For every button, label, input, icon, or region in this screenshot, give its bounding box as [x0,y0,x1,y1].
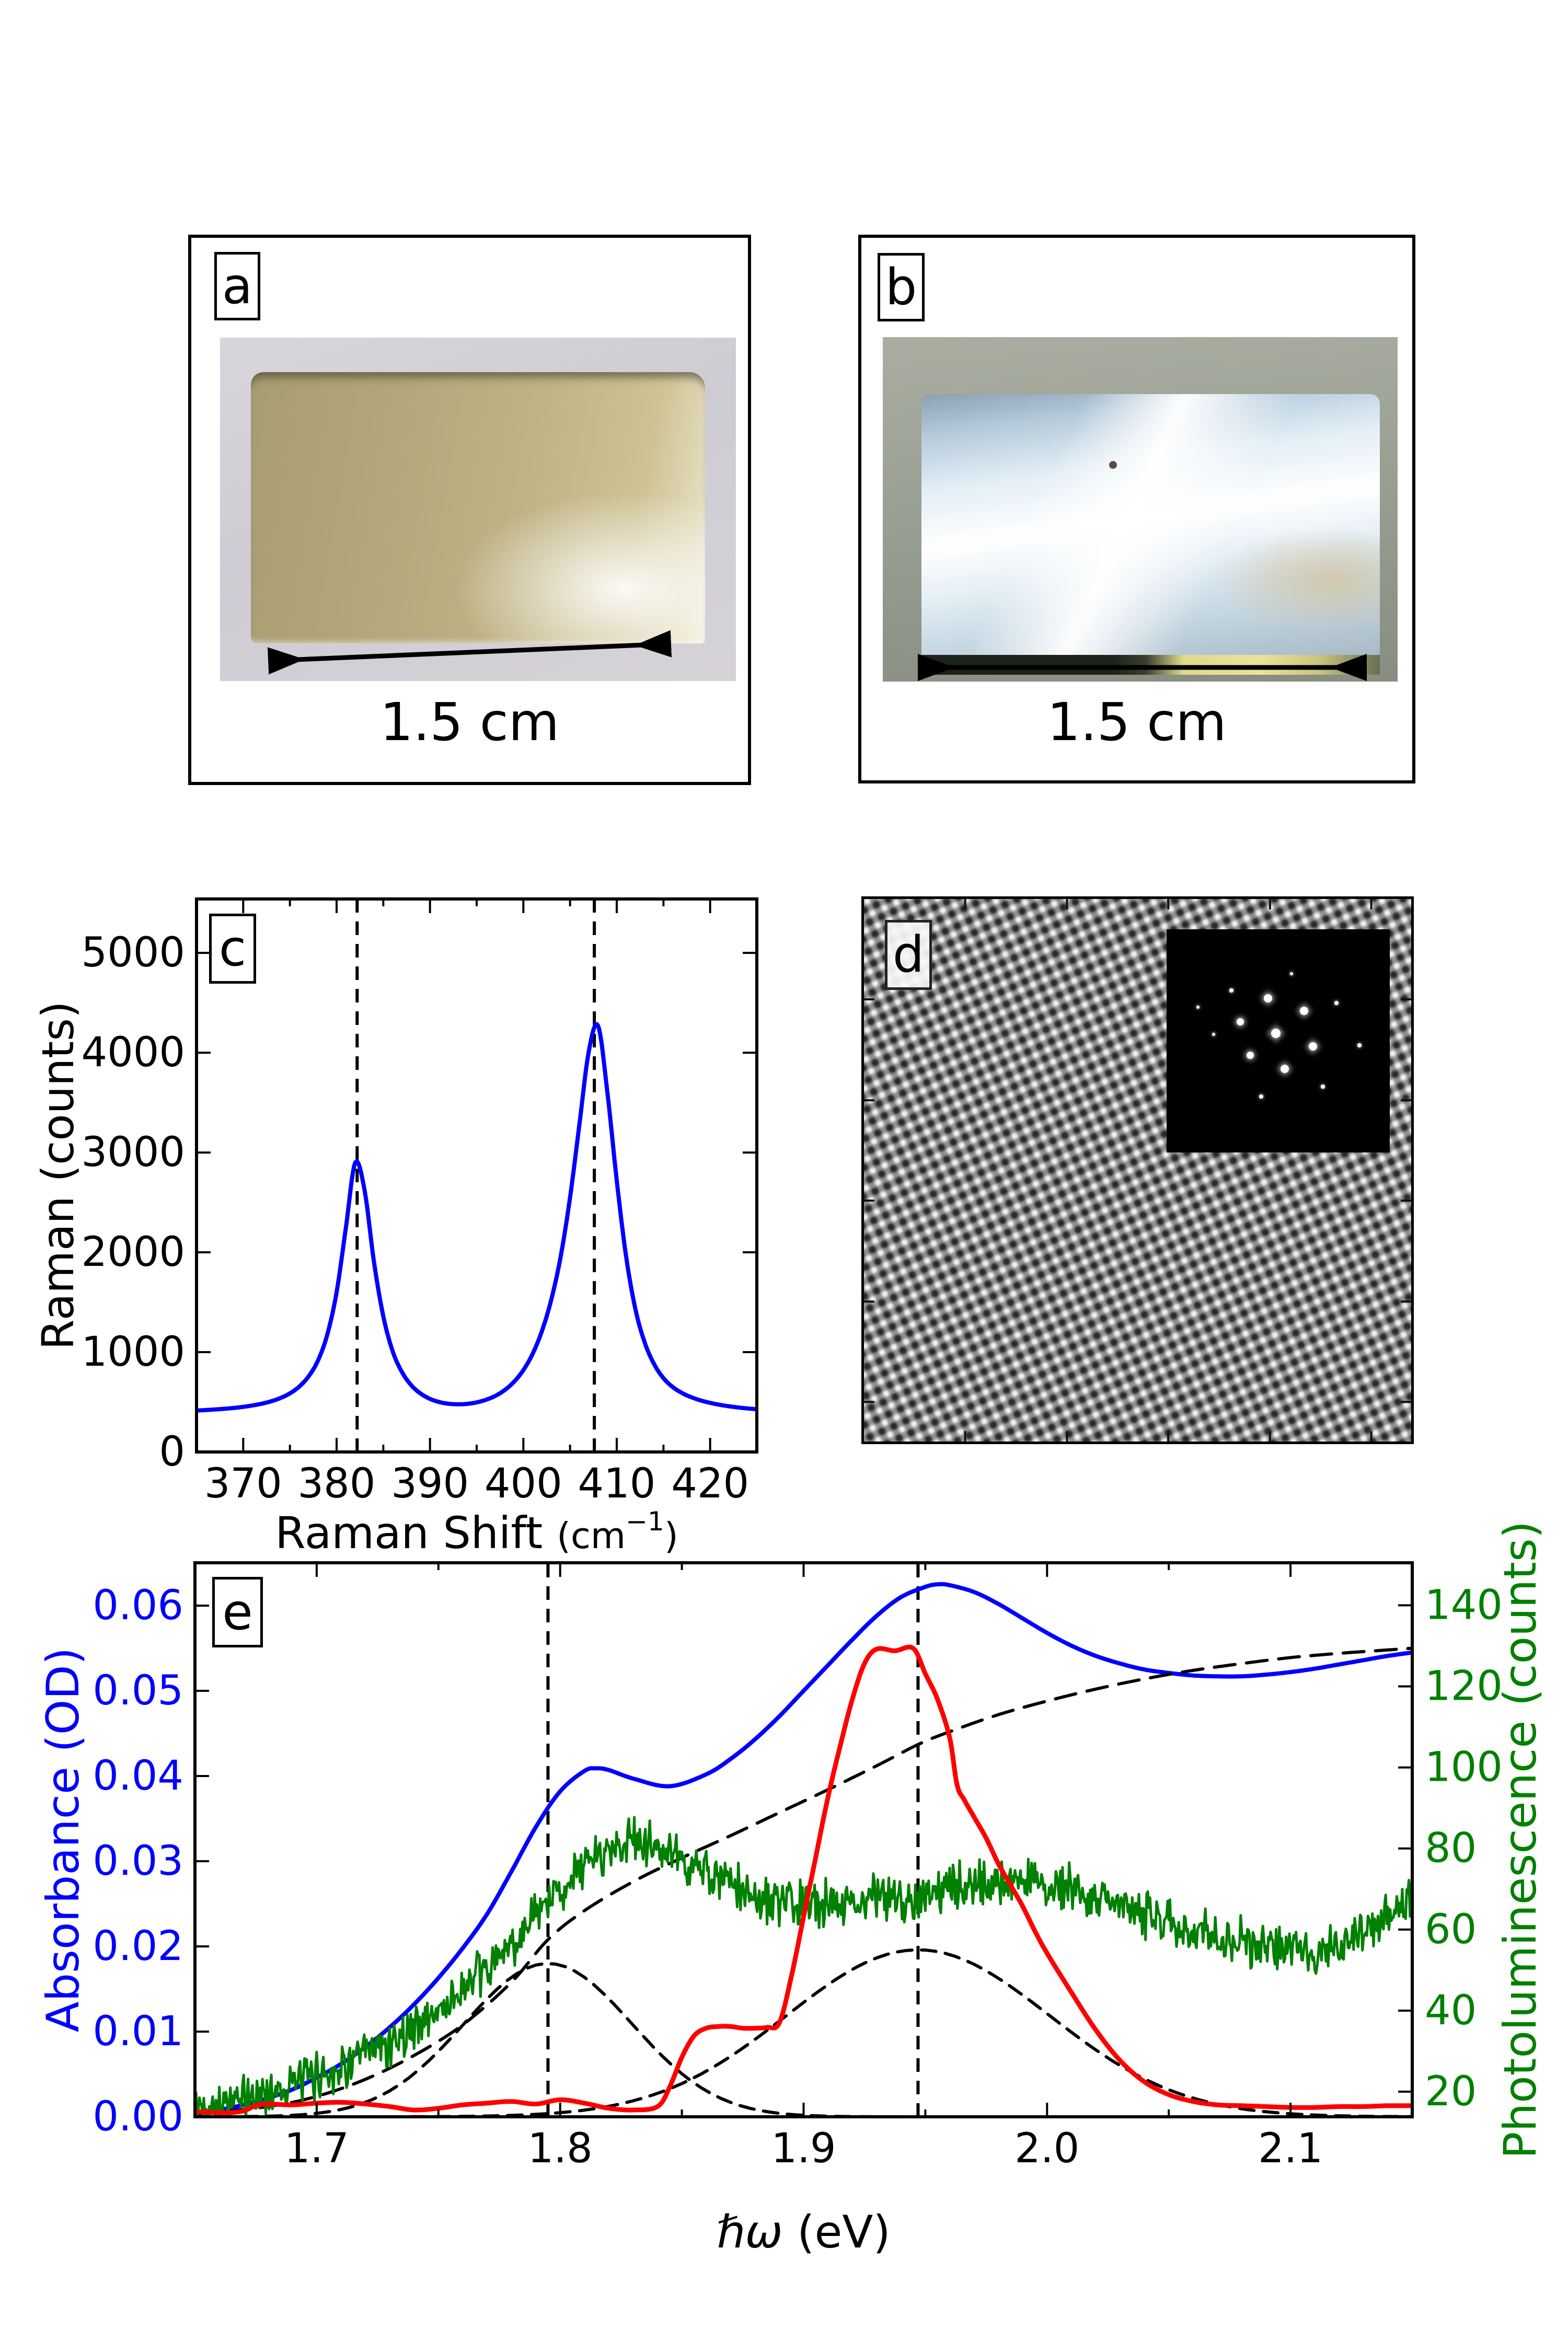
y-tick-label-left: 0.03 [93,1838,183,1885]
absorbance-curve [195,1582,1412,2117]
dust-speck [1109,461,1117,469]
panel-d: d [861,896,1414,1444]
panel-e-label-box: e [212,1577,263,1647]
fft-diffraction-spot [1264,994,1273,1003]
red_spectrum-curve [195,1644,1412,2115]
fft-diffraction-spot [1236,1018,1244,1026]
raman-chart: 370 380 390 400 410 420 0 1000 2000 3000 4000 5000 R… [32,897,758,1559]
scale-bar-text-b: 1.5 cm [1047,691,1227,753]
fft-diffraction-spot [1271,1028,1281,1038]
fft-diffraction-spot [1229,988,1233,993]
x-tick-label: 1.7 [284,2125,349,2172]
y-tick-label-left: 5000 [81,929,185,976]
y-tick-label-left: 0 [159,1428,185,1475]
panel-d-label-box: d [885,920,932,990]
x-tick-label: 400 [485,1460,562,1507]
x-tick-label: 420 [671,1460,749,1507]
y-axis-label: Raman (counts) [32,1001,84,1350]
x-tick-label: 410 [578,1460,656,1507]
optical-axes-frame [193,1561,1414,2118]
fft-diffraction-spot [1299,1006,1308,1015]
photoluminescence-curve [195,1816,1412,2117]
y-tick-label-left: 4000 [81,1029,185,1076]
y-tick-label-right: 100 [1425,1744,1503,1791]
y-tick-label-left: 0.05 [93,1667,183,1714]
fft-diffraction-spot [1357,1043,1362,1048]
y-tick-label-right: 120 [1425,1663,1503,1710]
x-axis-label-part: (eV) [783,2206,891,2258]
y-tick-label-left: 0.04 [93,1753,183,1800]
panel-a-label: a [222,257,253,315]
x-axis-label-part: Raman Shift [275,1507,557,1559]
panel-b-label-box: b [878,253,925,321]
x-axis-label-part: ) [664,1515,678,1557]
x-tick-label: 2.1 [1258,2125,1323,2172]
y-tick-label-left: 2000 [81,1229,185,1276]
y-tick-label-right: 60 [1425,1906,1477,1953]
panel-b-label: b [885,258,917,316]
raman-axes-frame [195,897,758,1454]
y-tick-label-right: 20 [1425,2068,1477,2115]
panel-a-label-box: a [214,252,260,320]
raman-plot-area [197,899,757,1452]
y-tick-label-right: 40 [1425,1987,1477,2034]
scale-arrow-b [918,654,1367,681]
gaussian_fit_B-curve [195,1948,1412,2117]
y-tick-label-left: 1000 [81,1329,185,1376]
x-axis-label-part: ℏω [717,2206,783,2258]
y-tick-label-left: 0.02 [93,1923,183,1970]
x-tick-label: 390 [391,1460,469,1507]
panel-a: a 1.5 cm [188,235,751,785]
x-axis-label: Raman Shift (cm−1) [275,1506,678,1559]
fft-diffraction-spot [1320,1085,1325,1089]
x-tick-label: 370 [204,1460,282,1507]
x-axis-label: ℏω (eV) [717,2206,891,2258]
y-tick-label-left: 0.01 [93,2008,183,2055]
optical-plot-area [195,1563,1412,2117]
fft-diffraction-spot [1308,1042,1317,1051]
panel-c-label-box: c [209,914,256,984]
double-arrow-icon [267,630,672,675]
panel-e-label: e [222,1583,253,1641]
gaussian_fit_A-curve [195,1962,1412,2117]
y-tick-label-right: 140 [1425,1582,1503,1629]
y-axis-label-right: Photoluminescence (counts) [1494,1521,1547,2159]
fft-diffraction-spot [1247,1052,1254,1059]
x-tick-label: 2.0 [1014,2125,1079,2172]
x-tick-label: 1.9 [771,2125,836,2172]
panel-b: b 1.5 cm [858,235,1415,783]
photo-mirror-film [883,337,1398,682]
y-tick-label-left: 0.06 [93,1582,183,1629]
optical-chart: 1.7 1.8 1.9 2.0 2.1 0.00 0.01 0.02 0.03 0.04 0.05 0… [37,1521,1547,2258]
panel-d-label: d [892,926,925,984]
scale-arrow-a [267,630,672,675]
fft-diffraction-spot [1334,1000,1339,1005]
photo-yellow-film [220,338,736,681]
fft-diffraction-spot [1290,972,1294,976]
fft-diffraction-spot [1196,1006,1200,1009]
panel-d-border-ticks [864,899,1411,1442]
raman_spectrum-curve [197,1022,757,1413]
fft-diffraction-spot [1281,1064,1289,1073]
y-axis-label-left: Absorbance (OD) [37,1647,89,2033]
y-tick-label-right: 80 [1425,1825,1477,1872]
y-tick-label-left: 0.00 [93,2093,183,2140]
x-axis-label-part: (cm [557,1515,626,1557]
x-tick-label: 380 [298,1460,376,1507]
scale-bar-text-a: 1.5 cm [379,691,560,753]
x-axis-label-part: −1 [626,1506,664,1537]
fft-diffraction-spot [1259,1094,1264,1099]
fft-inset [1167,929,1390,1152]
fft-diffraction-spot [1212,1032,1215,1036]
transparent-film-image [251,372,705,643]
x-tick-label: 1.8 [528,2125,593,2172]
panel-c-label: c [218,920,247,977]
y-tick-label-left: 3000 [81,1129,185,1176]
